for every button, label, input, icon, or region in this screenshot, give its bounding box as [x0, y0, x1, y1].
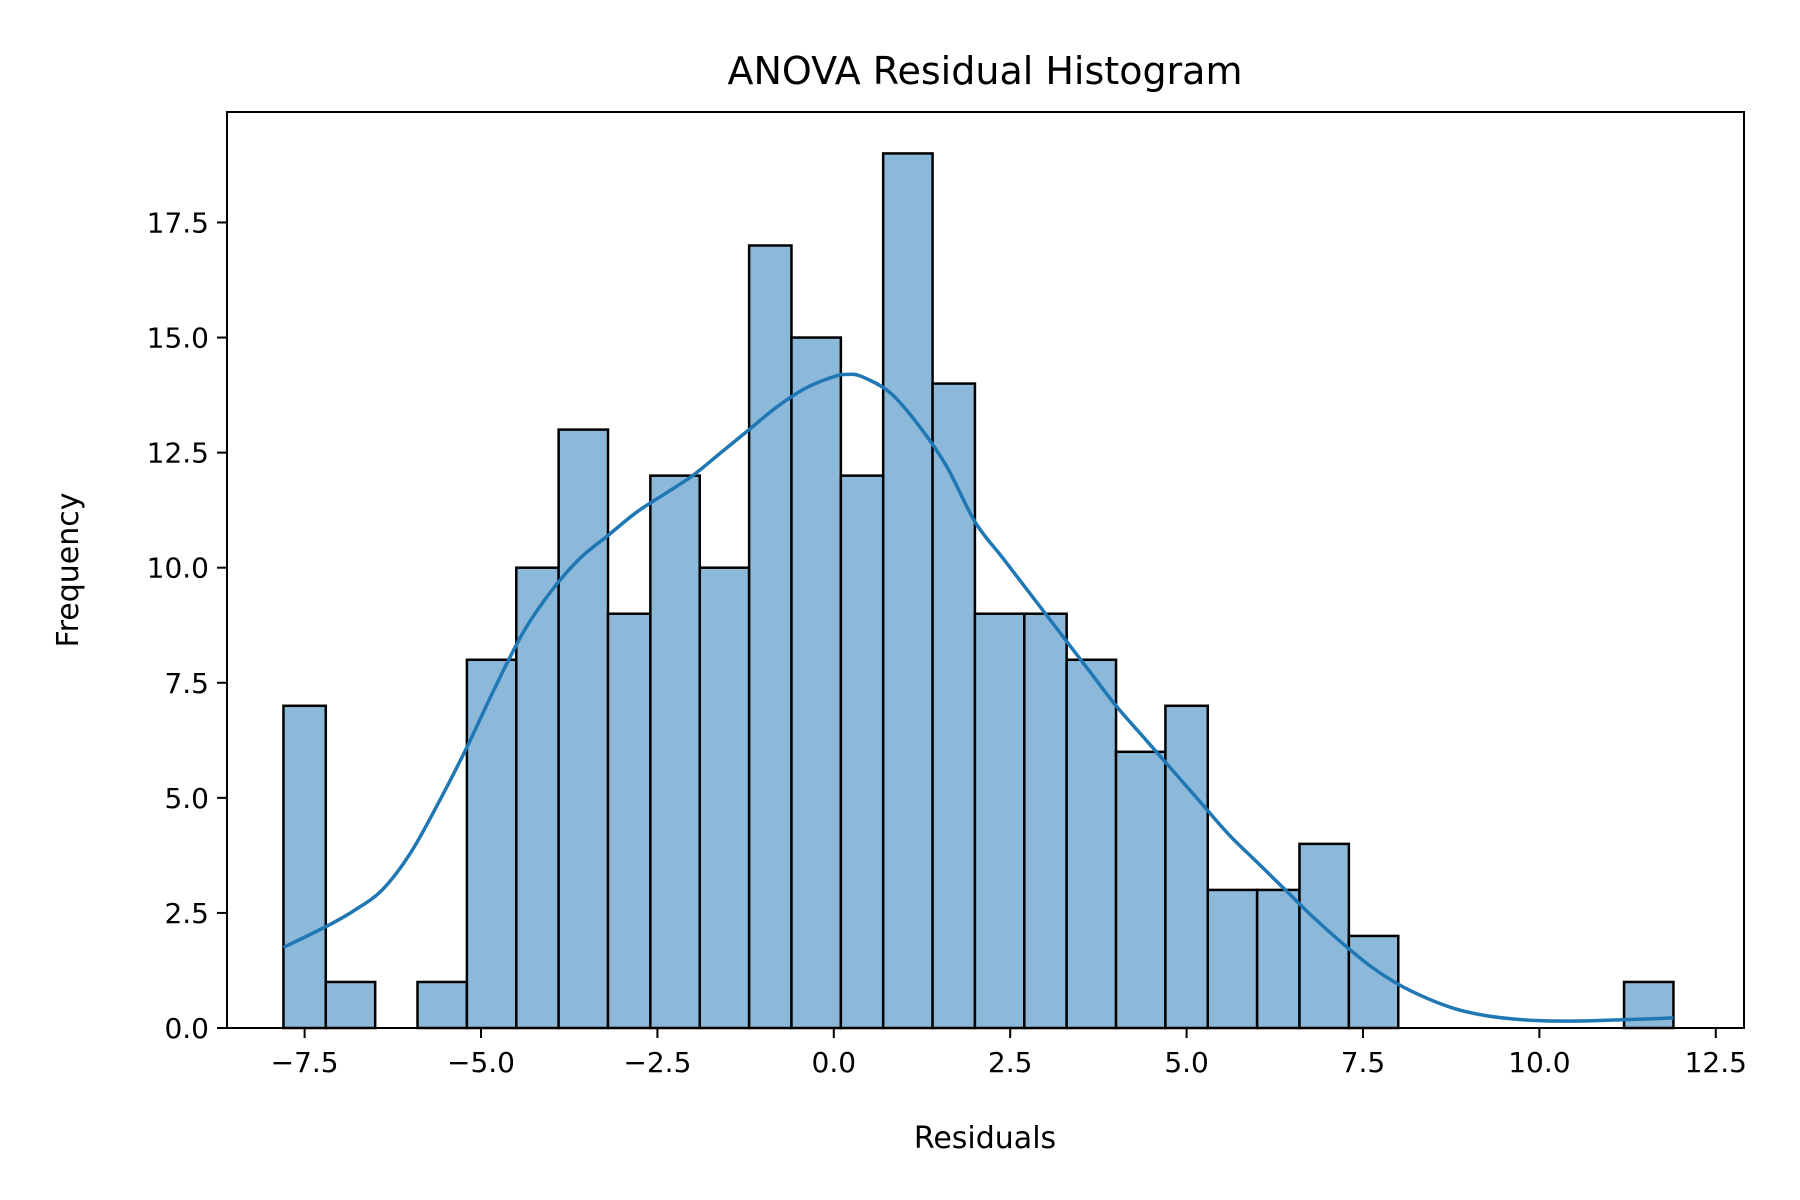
y-tick-label: 5.0	[164, 782, 209, 815]
histogram-bar	[649, 474, 701, 1030]
histogram-bar	[1065, 658, 1118, 1030]
y-tick-label: 2.5	[164, 897, 209, 930]
x-tick-label: −2.5	[623, 1046, 691, 1079]
histogram-bar	[881, 152, 934, 1030]
plot-area-frame	[226, 111, 1745, 1029]
histogram-bar	[1255, 888, 1301, 1030]
histogram-bar	[1164, 704, 1210, 1030]
y-tick-label: 0.0	[164, 1012, 209, 1045]
y-tick-label: 7.5	[164, 667, 209, 700]
x-axis-ticks: −7.5 −5.0 −2.5 0.0 2.5 5.0 7.5 10.0 12.5	[271, 1028, 1747, 1079]
x-tick-label: −5.0	[447, 1046, 515, 1079]
y-axis-label: Frequency	[51, 493, 86, 648]
x-axis-label: Residuals	[914, 1121, 1056, 1156]
histogram-bar	[416, 980, 469, 1030]
histogram-bar	[282, 704, 328, 1030]
y-axis-ticks: 0.0 2.5 5.0 7.5 10.0 12.5 15.0 17.5	[147, 206, 227, 1045]
chart-title: ANOVA Residual Histogram	[728, 49, 1243, 93]
y-tick-label: 12.5	[147, 437, 209, 470]
kde-curve	[282, 372, 1674, 1023]
x-tick-label: 2.5	[988, 1046, 1033, 1079]
histogram-bar	[931, 382, 977, 1030]
histogram-bar	[790, 336, 843, 1030]
histogram-bar	[839, 474, 885, 1030]
x-tick-label: 0.0	[812, 1046, 857, 1079]
x-tick-label: −7.5	[271, 1046, 339, 1079]
histogram-bar	[698, 566, 751, 1030]
histogram-bar	[1206, 888, 1259, 1030]
x-tick-label: 7.5	[1341, 1046, 1386, 1079]
histogram-bar	[606, 612, 652, 1030]
y-tick-label: 17.5	[147, 206, 209, 239]
histogram-bar	[465, 658, 518, 1030]
y-tick-label: 10.0	[147, 552, 209, 585]
histogram-bar	[324, 980, 377, 1030]
histogram-bars	[282, 152, 1675, 1030]
histogram-bar	[1298, 842, 1351, 1030]
histogram-bar	[1114, 750, 1167, 1030]
x-tick-label: 12.5	[1685, 1046, 1747, 1079]
histogram-bar	[1347, 934, 1400, 1030]
x-tick-label: 5.0	[1164, 1046, 1209, 1079]
histogram-bar	[557, 428, 610, 1030]
y-tick-label: 15.0	[147, 322, 209, 355]
x-tick-label: 10.0	[1508, 1046, 1570, 1079]
histogram-bar	[747, 244, 793, 1030]
histogram-bar	[1023, 612, 1068, 1030]
histogram-bar	[973, 612, 1026, 1030]
